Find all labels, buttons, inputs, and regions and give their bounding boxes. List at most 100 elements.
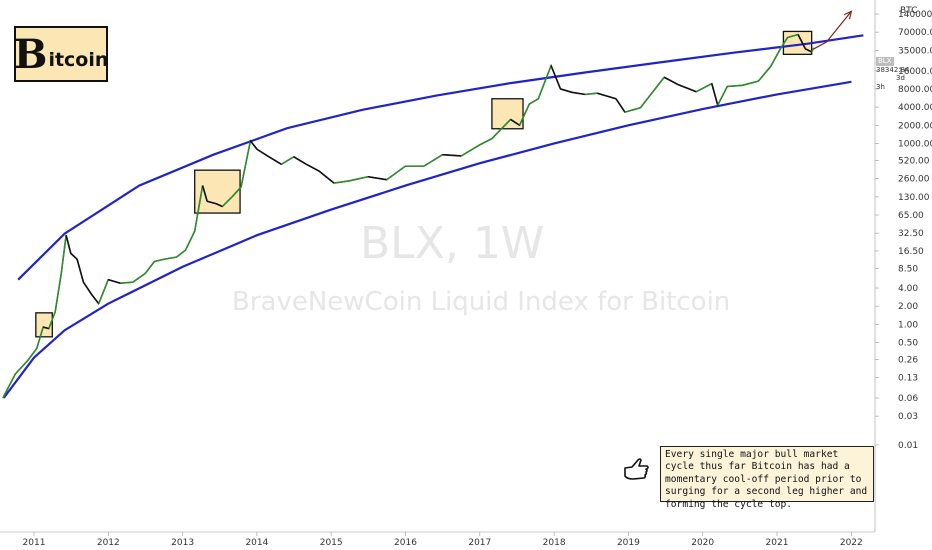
price-segment <box>572 91 585 96</box>
price-segment <box>479 137 493 146</box>
price-segment <box>584 92 598 96</box>
price-segment <box>810 47 815 53</box>
price-segment <box>201 185 208 202</box>
price-segment <box>36 326 44 349</box>
price-segment <box>349 175 369 182</box>
y-tick-label: 65.00 <box>898 211 924 221</box>
price-segment <box>770 49 781 67</box>
price-segment <box>14 360 29 375</box>
price-segment <box>510 118 521 126</box>
cooloff-box-1 <box>35 312 53 338</box>
channel-upper-line <box>17 34 864 281</box>
x-tick-label: 2014 <box>245 538 268 548</box>
price-segment <box>175 249 187 258</box>
y-axis-ticks: 140000.00 70000.00 35000.00 16000.00 8000.00… <box>875 10 932 451</box>
x-tick-label: 2012 <box>97 538 120 548</box>
price-segment <box>132 272 146 283</box>
price-segment <box>76 259 85 283</box>
price-segment <box>60 235 67 274</box>
y-tick-label: 0.13 <box>898 374 918 384</box>
price-segment <box>442 153 462 157</box>
price-segment <box>518 103 531 126</box>
price-segment <box>386 165 406 181</box>
price-segment <box>779 37 789 50</box>
price-segment <box>2 373 16 399</box>
price-segment <box>306 163 320 172</box>
price-line <box>2 33 815 399</box>
y-tick-label: 70000.00 <box>898 28 932 38</box>
price-segment <box>206 200 217 205</box>
y-tick-label: 0.03 <box>898 412 918 422</box>
x-tick-label: 2022 <box>840 538 863 548</box>
y-tick-label: 16000.00 <box>898 67 932 77</box>
price-segment <box>460 144 481 157</box>
y-tick-label: 0.26 <box>898 356 918 366</box>
y-tick-label: 1.00 <box>898 320 918 330</box>
price-segment <box>367 175 387 181</box>
watermark-title: BLX, 1W <box>360 218 544 269</box>
x-axis-ticks: 2011 2012 2013 2014 2015 2016 2017 2018 2019 2020… <box>23 532 863 548</box>
x-tick-label: 2017 <box>468 538 491 548</box>
y-tick-label: 2.00 <box>898 302 918 312</box>
y-tick-label: 1000.00 <box>898 139 932 149</box>
x-tick-label: 2016 <box>394 538 417 548</box>
price-segment <box>256 148 270 158</box>
price-segment <box>221 196 233 208</box>
price-segment <box>528 98 539 105</box>
last-price-symbol: BLX <box>876 57 894 66</box>
y-tick-label: 4.00 <box>898 284 918 294</box>
price-segment <box>108 278 121 285</box>
projection-line <box>813 10 852 50</box>
price-segment <box>48 311 56 329</box>
x-tick-label: 2011 <box>23 538 46 548</box>
price-segment <box>293 156 307 166</box>
price-segment <box>193 185 204 232</box>
y-tick-label: 140000.00 <box>898 10 932 20</box>
price-segment <box>797 34 807 50</box>
price-segment <box>268 156 282 166</box>
x-tick-label: 2018 <box>543 538 566 548</box>
price-segment <box>333 179 350 184</box>
price-segment <box>624 107 641 113</box>
price-segment <box>711 83 719 106</box>
price-segment <box>82 281 94 296</box>
price-segment <box>757 65 772 82</box>
last-price-countdown: 3d 3h <box>876 74 905 91</box>
y-tick-label: 16.50 <box>898 247 924 257</box>
pointing-hand-icon <box>622 454 650 484</box>
x-tick-label: 2013 <box>171 538 194 548</box>
price-segment <box>215 202 223 208</box>
projection-arrow <box>813 10 853 50</box>
y-tick-label: 0.06 <box>898 394 918 404</box>
price-segment <box>240 140 252 188</box>
price-series <box>2 33 815 399</box>
y-tick-label: 130.00 <box>898 193 930 203</box>
x-tick-label: 2019 <box>617 538 640 548</box>
price-segment <box>639 76 665 109</box>
price-segment <box>787 33 799 39</box>
last-price-tag: BLX 38342.84 3d 3h <box>876 57 912 91</box>
price-segment <box>144 261 156 274</box>
price-segment <box>91 295 100 305</box>
price-segment <box>54 273 63 313</box>
price-segment <box>184 230 196 251</box>
x-tick-label: 2020 <box>691 538 714 548</box>
price-segment <box>65 235 72 254</box>
bitcoin-logo: B itcoin <box>14 26 108 82</box>
price-segment <box>120 281 133 285</box>
watermark-subtitle: BraveNewCoin Liquid Index for Bitcoin <box>232 287 730 317</box>
price-segment <box>677 83 697 93</box>
price-segment <box>318 170 335 184</box>
price-segment <box>537 65 552 100</box>
channel-lower-line <box>2 80 852 399</box>
price-segment <box>423 154 443 167</box>
price-segment <box>742 80 759 87</box>
x-tick-label: 2021 <box>766 538 789 548</box>
price-segment <box>805 48 813 53</box>
y-tick-label: 520.00 <box>898 157 930 167</box>
price-segment <box>97 279 109 304</box>
price-segment <box>597 92 617 100</box>
currency-label: BTC <box>900 6 917 16</box>
price-segment <box>695 82 713 93</box>
